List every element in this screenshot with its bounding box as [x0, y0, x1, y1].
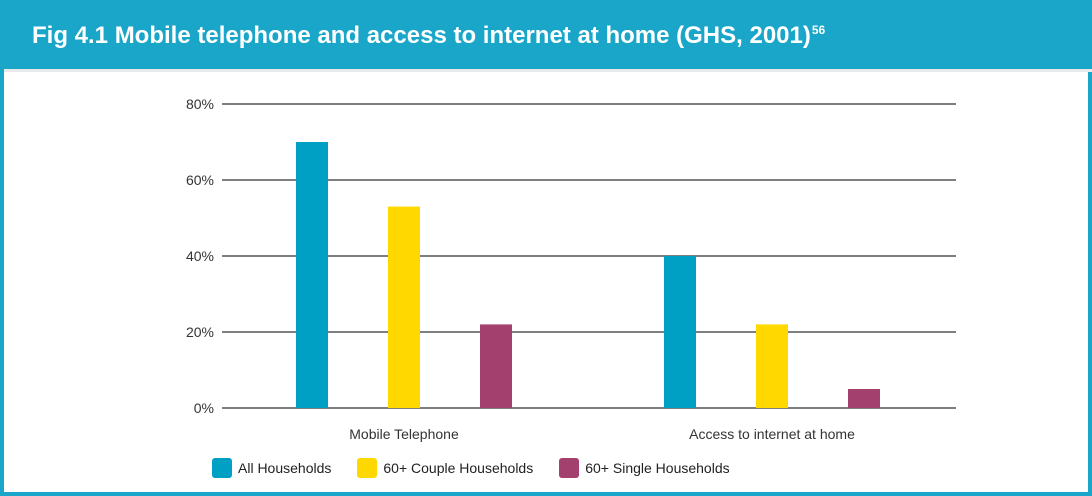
chart-title-footnote: 56: [811, 23, 826, 37]
bar: [664, 256, 696, 408]
chart-title-text: Fig 4.1 Mobile telephone and access to i…: [32, 22, 811, 49]
legend-item: 60+ Single Households: [559, 458, 730, 478]
bar: [480, 324, 512, 408]
y-tick-label: 0%: [194, 400, 214, 416]
legend: All Households 60+ Couple Households 60+ S…: [212, 458, 730, 478]
x-axis-categories: Mobile Telephone Access to internet at ho…: [349, 426, 855, 442]
legend-label: 60+ Couple Households: [383, 460, 534, 476]
figure-header: Fig 4.1 Mobile telephone and access to i…: [4, 0, 1092, 72]
chart-title: Fig 4.1 Mobile telephone and access to i…: [32, 22, 825, 50]
bar: [296, 142, 328, 408]
legend-label: 60+ Single Households: [585, 460, 730, 476]
bars: [296, 142, 880, 408]
y-axis-ticks: 0% 20% 40% 60% 80%: [186, 96, 214, 416]
x-category-label: Access to internet at home: [689, 426, 855, 442]
legend-swatch: [559, 458, 580, 478]
legend-item: All Households: [212, 458, 331, 478]
y-tick-label: 40%: [186, 248, 214, 264]
x-category-label: Mobile Telephone: [349, 426, 459, 442]
bar-chart: 0% 20% 40% 60% 80% Mobile Telephone Access to…: [186, 96, 956, 442]
bar: [388, 206, 420, 408]
legend-swatch: [357, 458, 378, 478]
y-tick-label: 80%: [186, 96, 214, 112]
bar: [756, 324, 788, 408]
bar: [848, 389, 880, 408]
legend-label: All Households: [238, 460, 332, 476]
y-tick-label: 60%: [186, 172, 214, 188]
legend-swatch: [212, 458, 232, 478]
y-tick-label: 20%: [186, 324, 214, 340]
legend-item: 60+ Couple Households: [357, 458, 533, 478]
gridlines: [222, 103, 956, 409]
